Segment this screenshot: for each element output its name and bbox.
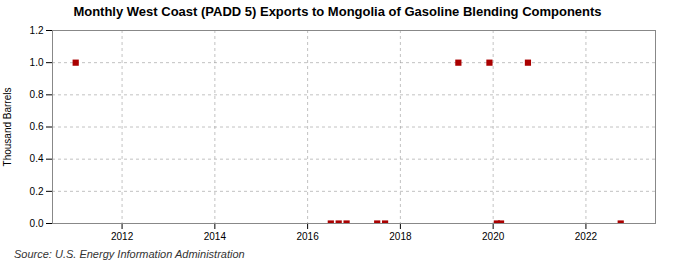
svg-text:2012: 2012 — [111, 231, 134, 242]
svg-text:1.2: 1.2 — [30, 25, 44, 36]
svg-text:2014: 2014 — [204, 231, 227, 242]
svg-text:0.6: 0.6 — [30, 121, 44, 132]
svg-text:1.0: 1.0 — [30, 57, 44, 68]
svg-text:2016: 2016 — [296, 231, 319, 242]
svg-text:0.0: 0.0 — [30, 218, 44, 229]
html-text:Monthly West Coast (PADD 5) Ex: Monthly West Coast (PADD 5) Exports to M… — [73, 4, 602, 19]
svg-text:0.2: 0.2 — [30, 186, 44, 197]
html-text:Source: U.S. Energy Informatio: Source: U.S. Energy Information Administ… — [14, 248, 245, 260]
svg-text:Thousand Barrels: Thousand Barrels — [2, 88, 13, 167]
svg-text:2020: 2020 — [482, 231, 505, 242]
svg-text:2018: 2018 — [389, 231, 412, 242]
svg-text:2022: 2022 — [575, 231, 598, 242]
svg-text:0.8: 0.8 — [30, 89, 44, 100]
svg-text:0.4: 0.4 — [30, 153, 44, 164]
